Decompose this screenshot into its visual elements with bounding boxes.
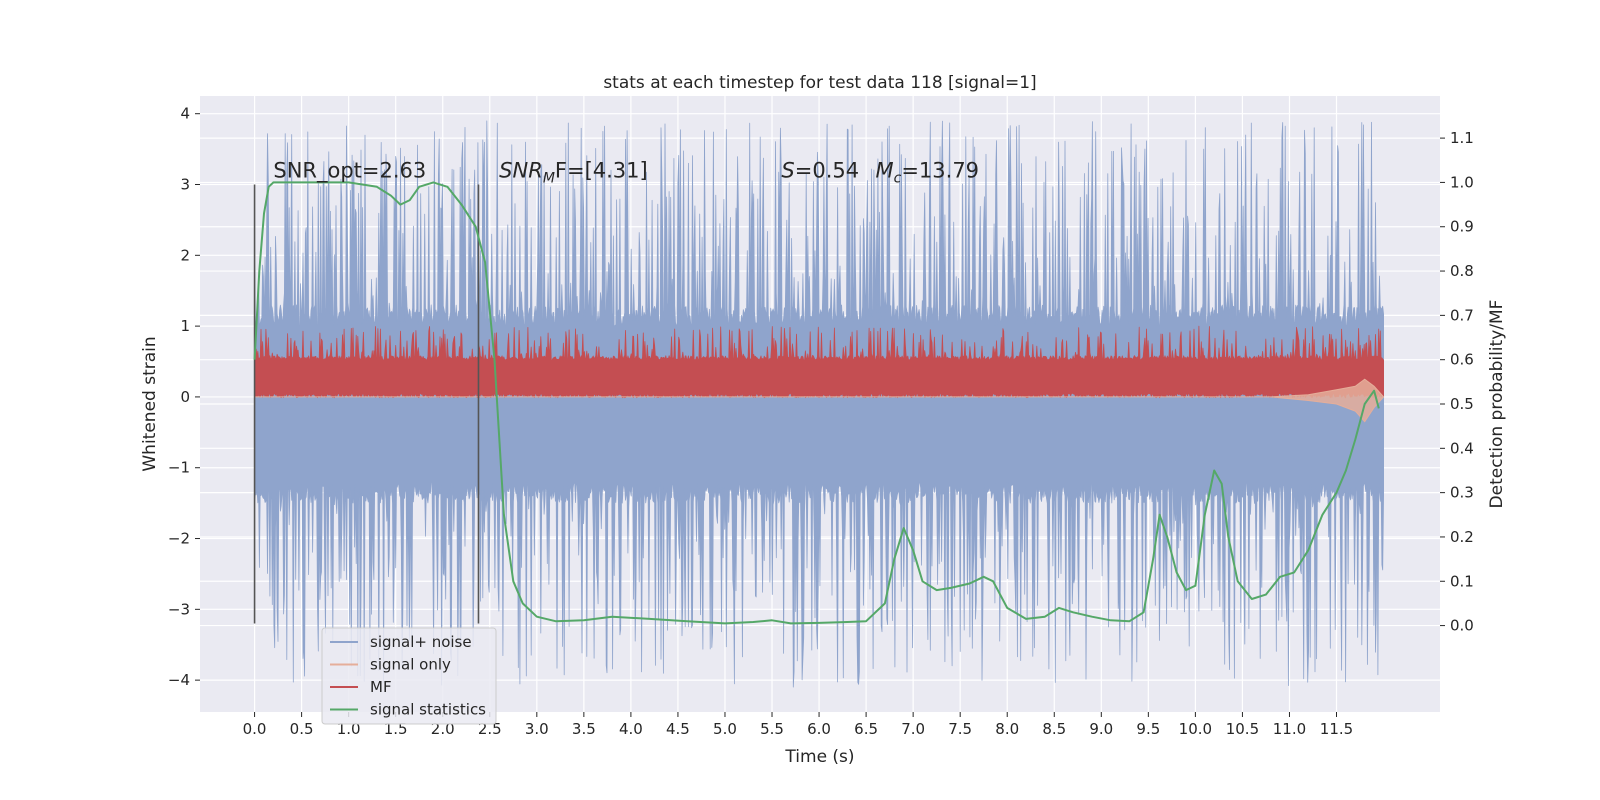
annotation-3: Mc=13.79 — [876, 158, 980, 186]
y2-tick-label: 0.4 — [1450, 439, 1474, 457]
y2-tick-label: 0.6 — [1450, 351, 1474, 369]
x-tick-label: 10.0 — [1179, 720, 1212, 738]
y-tick-label: 4 — [180, 105, 190, 123]
x-tick-label: 4.5 — [666, 720, 690, 738]
annotation-1: SNRMF=[4.31] — [499, 158, 648, 186]
y2-tick-label: 0.5 — [1450, 395, 1474, 413]
x-tick-label: 0.5 — [290, 720, 314, 738]
x-tick-label: 10.5 — [1226, 720, 1259, 738]
legend-entry: signal statistics — [370, 701, 486, 719]
x-tick-label: 11.0 — [1273, 720, 1306, 738]
y2-axis-label: Detection probability/MF — [1487, 300, 1507, 509]
x-tick-label: 6.5 — [854, 720, 878, 738]
legend-box — [321, 627, 497, 725]
y-tick-label: −4 — [168, 671, 190, 689]
annotations: SNR_opt=2.63 SNRMF=[4.31] S=0.54 Mc=13.79 — [273, 158, 979, 186]
y2-tick-label: 0.2 — [1450, 528, 1474, 546]
y-tick-label: 2 — [180, 246, 190, 264]
y2-tick-label: 0.9 — [1450, 218, 1474, 236]
x-tick-label: 7.0 — [901, 720, 925, 738]
series-signal-noise — [254, 120, 1384, 688]
chart-title: stats at each timestep for test data 118… — [603, 73, 1036, 93]
x-tick-label: 7.5 — [948, 720, 972, 738]
legend: signal+ noise signal only MF signal statist… — [321, 627, 497, 725]
x-axis-label: Time (s) — [784, 747, 854, 767]
y-tick-label: −1 — [168, 459, 190, 477]
y-tick-label: 1 — [180, 317, 190, 335]
series-band-signal-noise — [254, 120, 1384, 688]
series-signal-statistics — [253, 181, 1380, 625]
y2-tick-label: 0.0 — [1450, 617, 1474, 635]
y2-tick-label: 1.1 — [1450, 129, 1474, 147]
annotation-0: SNR_opt=2.63 — [273, 158, 426, 183]
x-tick-label: 11.5 — [1320, 720, 1353, 738]
y-tick-label: 3 — [180, 176, 190, 194]
annotation-2: S=0.54 — [781, 158, 859, 182]
series-signal-only — [254, 378, 1385, 423]
x-tick-label: 4.0 — [619, 720, 643, 738]
y-tick-label: −3 — [168, 600, 190, 618]
legend-entry: MF — [370, 678, 392, 696]
ticks: 0.0 0.5 1.0 1.5 2.0 2.5 3.0 3.5 4.0 4.5 5.0 5.5 6.0 6… — [168, 105, 1474, 738]
y2-tick-label: 0.1 — [1450, 572, 1474, 590]
legend-entry: signal+ noise — [370, 633, 472, 651]
y2-tick-label: 0.7 — [1450, 306, 1474, 324]
y2-tick-label: 0.3 — [1450, 484, 1474, 502]
x-tick-label: 3.0 — [525, 720, 549, 738]
y-axis-label: Whitened strain — [140, 336, 160, 471]
x-tick-label: 9.0 — [1089, 720, 1113, 738]
y2-tick-label: 0.8 — [1450, 262, 1474, 280]
legend-entry: signal only — [370, 656, 451, 674]
y2-tick-label: 1.0 — [1450, 173, 1474, 191]
x-tick-label: 0.0 — [243, 720, 267, 738]
x-tick-label: 5.0 — [713, 720, 737, 738]
x-tick-label: 8.5 — [1042, 720, 1066, 738]
y-tick-label: −2 — [168, 530, 190, 548]
series-line-signal-statistics — [253, 181, 1380, 625]
y-tick-label: 0 — [180, 388, 190, 406]
x-tick-label: 3.5 — [572, 720, 596, 738]
x-tick-label: 8.0 — [995, 720, 1019, 738]
x-tick-label: 5.5 — [760, 720, 784, 738]
x-tick-label: 6.0 — [807, 720, 831, 738]
vertical-lines — [253, 184, 480, 624]
series-band-signal-only — [254, 378, 1385, 423]
x-tick-label: 9.5 — [1136, 720, 1160, 738]
